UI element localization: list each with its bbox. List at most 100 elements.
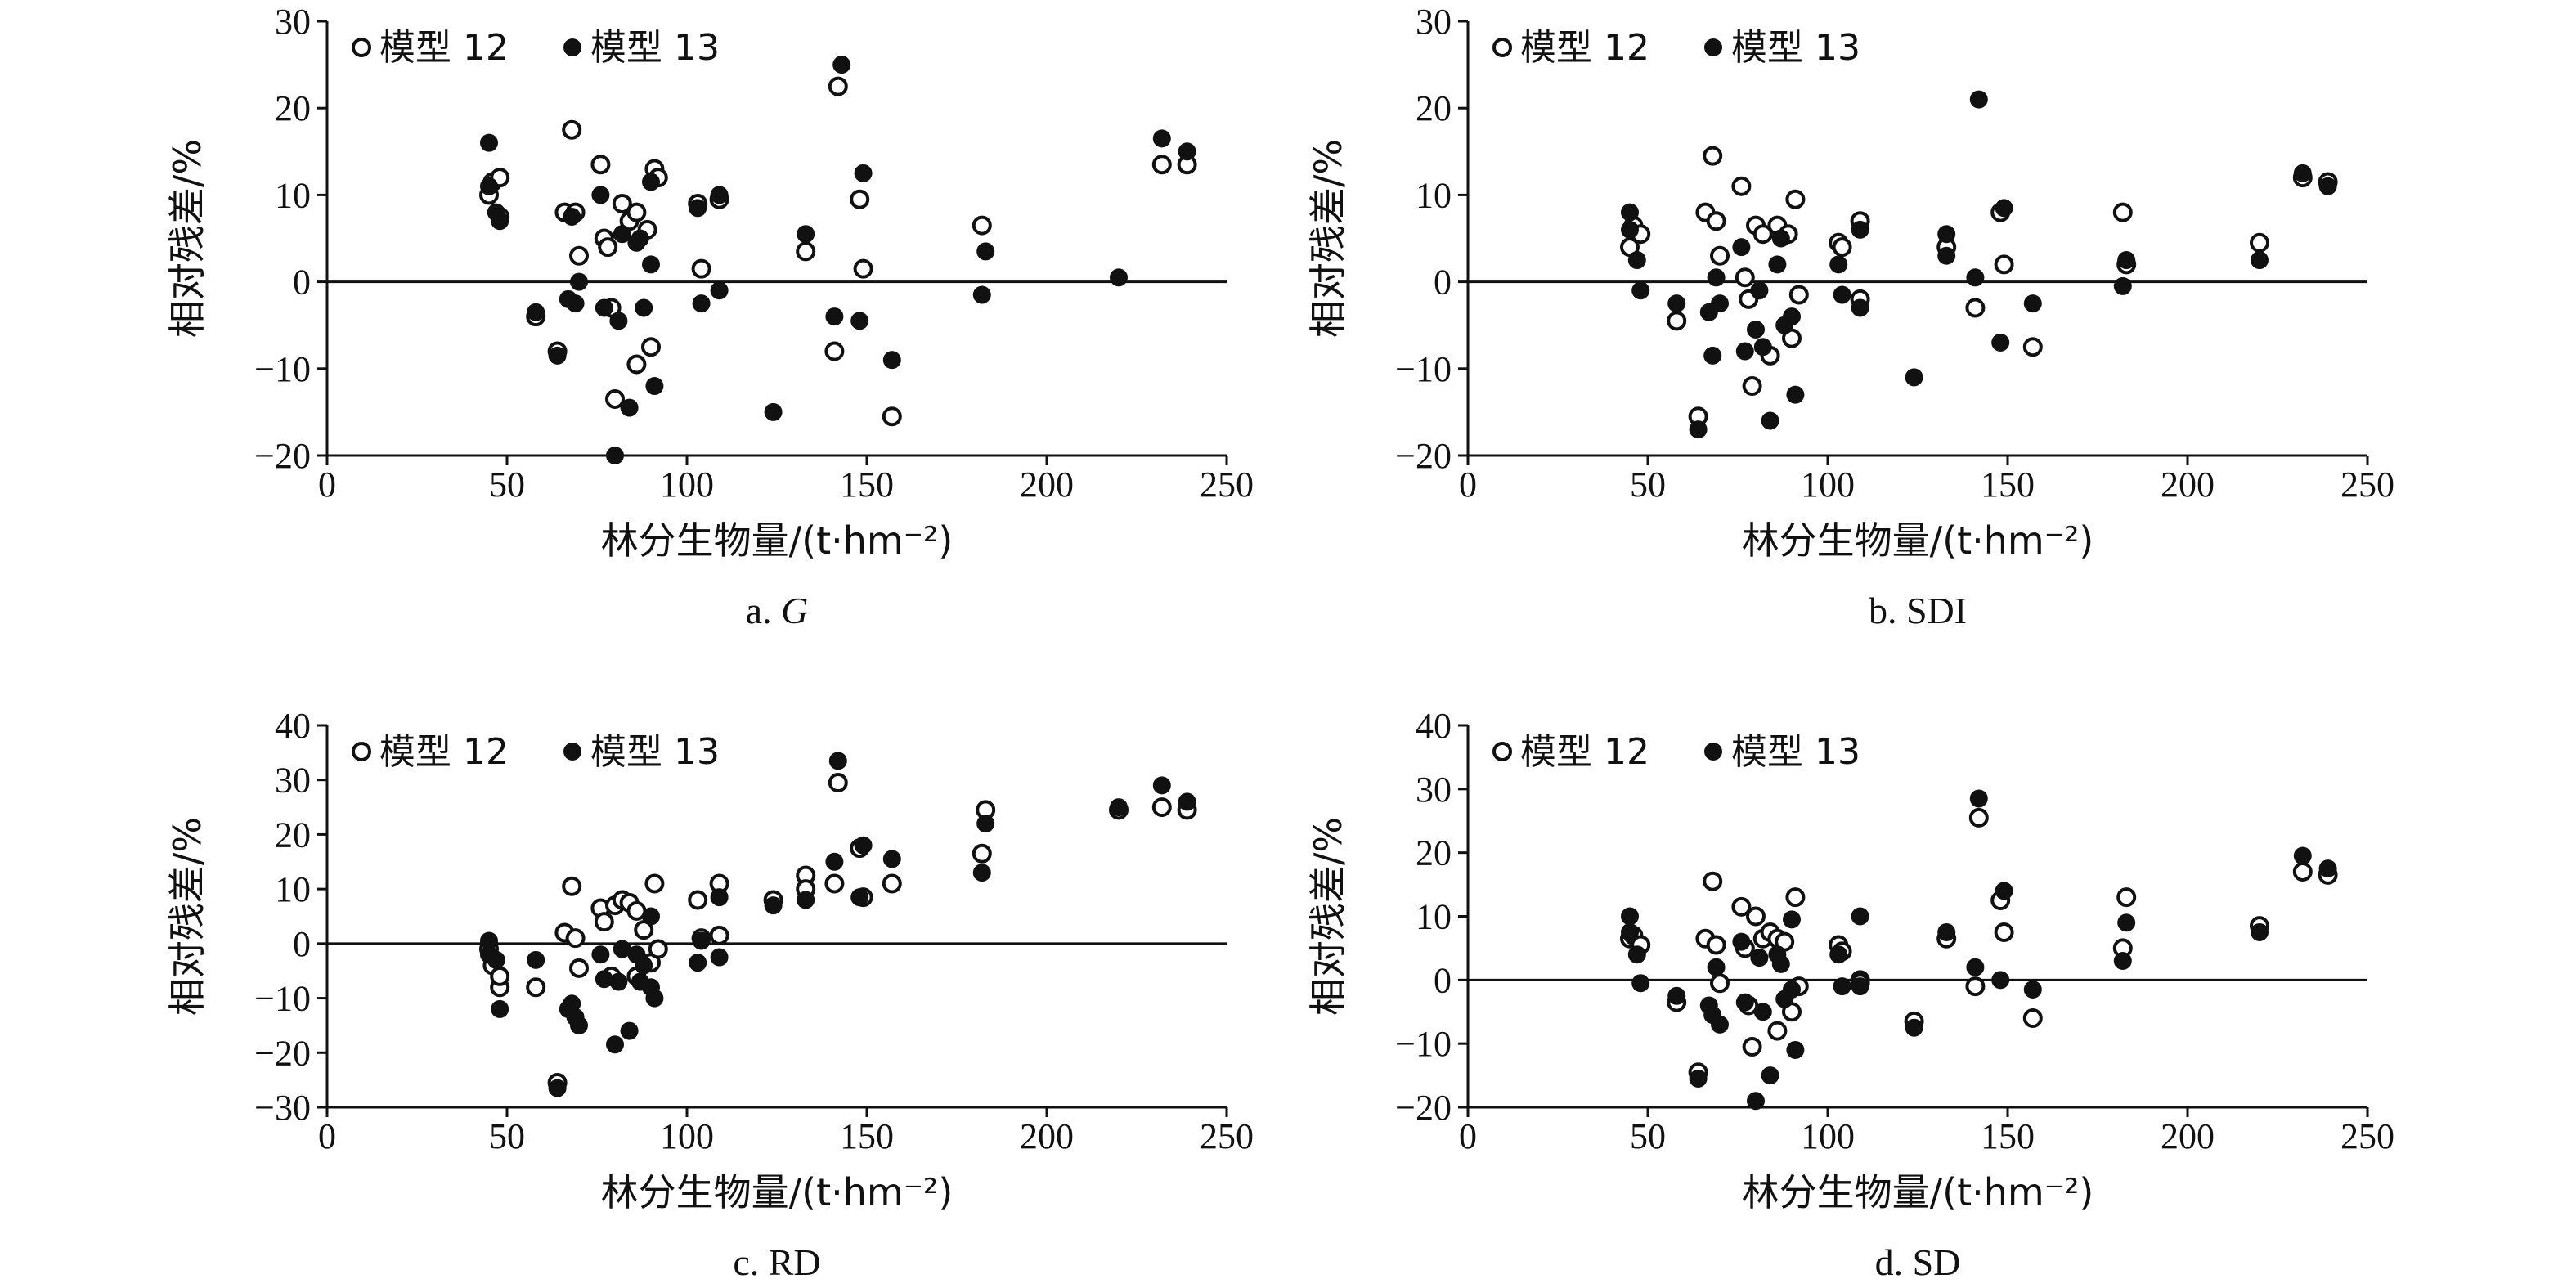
point-open [1731, 176, 1752, 196]
legend-label: 模型 12 [1520, 27, 1649, 69]
panel-caption: b. SDI [1869, 590, 1967, 631]
point-filled [1110, 798, 1128, 817]
point-filled [642, 255, 660, 274]
point-open [648, 939, 668, 959]
chart-panel-2: 0 50 100 150 200 250 −30 −20 −10 0 10 20 30 40 林分生物量/(… [165, 706, 1254, 1283]
point-filled [1707, 268, 1726, 287]
series-1 [1620, 807, 2338, 1083]
panel-caption: d. SD [1875, 1241, 1961, 1283]
point-open [850, 189, 870, 209]
point-filled [591, 945, 610, 964]
point-open [796, 241, 816, 262]
point-filled [2318, 859, 2337, 878]
y-tick-label: −10 [254, 979, 311, 1019]
legend-label: 模型 13 [590, 27, 720, 69]
x-tick-label: 0 [1459, 1116, 1477, 1156]
point-filled [1735, 342, 1754, 361]
point-filled [850, 888, 869, 907]
point-open [1767, 1021, 1788, 1041]
point-open [2022, 337, 2043, 357]
x-axis-label: 林分生物量/(t·hm⁻²) [601, 518, 954, 563]
point-filled [2293, 846, 2312, 865]
x-tick-label: 0 [318, 1116, 336, 1156]
caption-prefix: b. [1869, 590, 1906, 631]
point-filled [606, 447, 624, 464]
y-axis-label: 相对残差/% [165, 139, 209, 338]
point-filled [1750, 281, 1769, 300]
point-open [641, 337, 661, 357]
point-filled [1937, 225, 1956, 244]
x-tick-label: 100 [660, 464, 714, 505]
point-filled [2023, 981, 2042, 999]
legend-label: 模型 12 [379, 731, 509, 773]
point-filled [2318, 177, 2337, 195]
point-open [2116, 887, 2137, 908]
x-tick-label: 150 [840, 1116, 894, 1156]
point-filled [854, 836, 873, 855]
point-filled [1110, 268, 1128, 287]
x-axis-label: 林分生物量/(t·hm⁻²) [1742, 1170, 2094, 1214]
point-filled [1689, 420, 1708, 439]
point-filled [2251, 251, 2269, 270]
point-open [1994, 254, 2014, 275]
point-open [1742, 1037, 1762, 1057]
point-filled [635, 298, 653, 317]
point-filled [645, 989, 664, 1008]
point-filled [1851, 298, 1869, 317]
point-filled [1995, 882, 2013, 900]
point-open [1703, 146, 1723, 166]
point-filled [1732, 932, 1751, 951]
point-filled [1735, 993, 1754, 1012]
y-tick-label: −10 [1395, 349, 1452, 389]
point-filled [1667, 294, 1686, 313]
x-tick-label: 50 [489, 464, 525, 505]
x-tick-label: 0 [1459, 464, 1477, 505]
point-filled [1991, 333, 2010, 352]
x-tick-label: 50 [1630, 1116, 1666, 1156]
point-filled [606, 1035, 624, 1054]
series-1 [479, 76, 1197, 427]
point-filled [491, 212, 509, 231]
caption-prefix: c. [733, 1241, 768, 1283]
legend: 模型 12 模型 13 [1492, 731, 1860, 773]
point-filled [1703, 346, 1722, 365]
panel-caption: c. RD [733, 1241, 820, 1283]
point-filled [1761, 1066, 1779, 1085]
point-open [1151, 155, 1172, 175]
point-filled [613, 225, 631, 244]
point-filled [1732, 238, 1751, 257]
axis-lines [1466, 725, 2367, 1109]
series-1 [479, 773, 1197, 1093]
y-tick-label: 30 [275, 2, 311, 42]
point-filled [1707, 958, 1726, 976]
point-open [1667, 311, 1687, 331]
x-tick-label: 250 [1200, 464, 1254, 505]
point-filled [1753, 1003, 1772, 1021]
chart-panel-0: 0 50 100 150 200 250 −20 −10 0 10 20 30 林分生物量/(t·hm⁻… [165, 2, 1254, 631]
point-filled [595, 298, 613, 317]
x-tick-label: 100 [1801, 1116, 1855, 1156]
y-axis-label: 相对残差/% [1306, 817, 1350, 1016]
point-filled [548, 1079, 567, 1097]
point-filled [1689, 1069, 1708, 1088]
point-open [1735, 267, 1755, 288]
x-tick-label: 200 [1020, 464, 1074, 505]
point-open [590, 155, 611, 175]
legend-marker-open [1492, 38, 1512, 57]
point-filled [1621, 907, 1639, 926]
point-open [569, 958, 589, 978]
point-filled [828, 752, 847, 770]
point-filled [1747, 321, 1765, 339]
point-filled [1969, 90, 1988, 109]
point-filled [1621, 220, 1639, 239]
y-tick-label: 0 [1434, 960, 1452, 1000]
y-tick-label: 40 [275, 706, 311, 746]
x-axis-label: 林分生物量/(t·hm⁻²) [1742, 518, 2094, 563]
legend-label: 模型 13 [1731, 731, 1860, 773]
y-tick-label: 0 [293, 924, 311, 964]
point-filled [1851, 220, 1869, 239]
y-tick-label: 20 [1416, 833, 1452, 873]
point-filled [1937, 246, 1956, 265]
y-tick-label: −20 [1395, 436, 1452, 476]
